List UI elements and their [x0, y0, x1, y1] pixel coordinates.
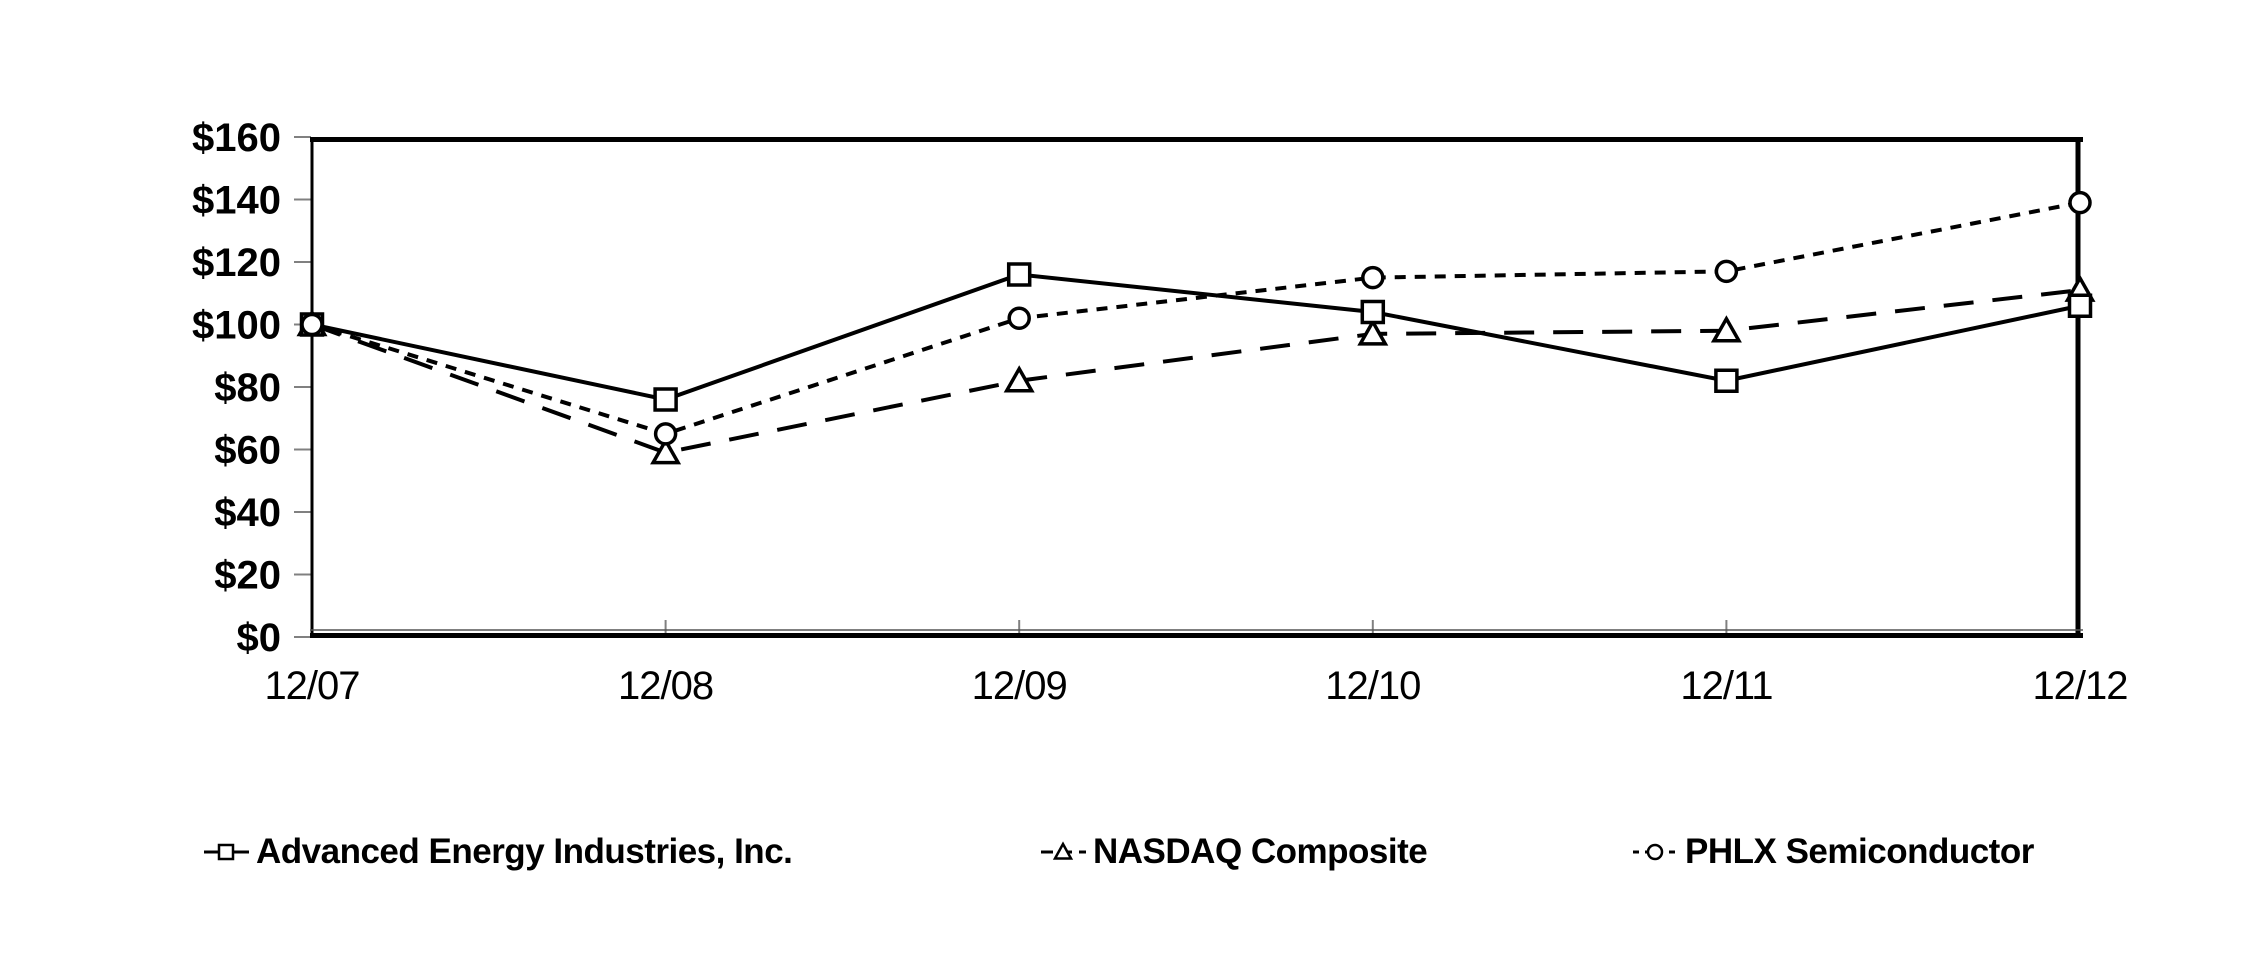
circle-marker-icon — [1361, 265, 1385, 290]
y-tick-label: $80 — [214, 366, 281, 410]
y-tick-label: $100 — [192, 304, 281, 348]
triangle-marker-icon — [1357, 318, 1389, 346]
x-tick-label: 12/07 — [264, 664, 359, 708]
triangle-marker-icon — [650, 437, 682, 465]
circle-marker-icon — [2068, 190, 2092, 215]
legend-item-phlx-semiconductor: PHLX Semiconductor — [1632, 832, 2034, 872]
legend-label: PHLX Semiconductor — [1685, 832, 2034, 871]
square-solid-line-marker-icon — [204, 843, 249, 861]
x-tick-label: 12/09 — [972, 664, 1067, 708]
legend-item-nasdaq-composite: NASDAQ Composite — [1040, 832, 1428, 872]
x-tick-label: 12/10 — [1325, 664, 1420, 708]
x-tick-label: 12/08 — [618, 664, 713, 708]
legend-label: NASDAQ Composite — [1093, 832, 1428, 871]
triangle-marker-icon — [1710, 315, 1742, 343]
triangle-dashed-line-marker-icon — [1041, 841, 1086, 860]
x-tick-label: 12/11 — [1680, 664, 1772, 708]
circle-marker-icon — [653, 422, 678, 446]
square-marker-icon — [1360, 299, 1386, 325]
square-marker-icon — [2067, 293, 2093, 318]
y-tick-label: $120 — [192, 241, 281, 285]
y-tick-label: $140 — [192, 179, 281, 223]
square-marker-icon — [1006, 262, 1032, 287]
circle-marker-icon — [300, 312, 324, 337]
legend-label: Advanced Energy Industries, Inc. — [256, 832, 793, 871]
circle-marker-icon — [1007, 306, 1031, 330]
series-line-square — [311, 272, 2081, 402]
y-tick-label: $60 — [214, 429, 281, 473]
triangle-marker-icon — [1003, 365, 1035, 393]
circle-dotted-line-marker-icon — [1633, 843, 1678, 861]
y-tick-label: $0 — [237, 616, 282, 660]
circle-marker-icon — [1714, 259, 1739, 284]
square-marker-icon — [653, 387, 678, 412]
legend-item-advanced-energy: Advanced Energy Industries, Inc. — [203, 832, 793, 872]
series-line-circle — [311, 200, 2081, 436]
y-tick-label: $20 — [214, 554, 281, 598]
plot-area: $0 $20 $40 $60 $80 $100 $120 $140 $160 12/07 12/08… — [192, 116, 2129, 708]
y-tick-label: $160 — [192, 116, 281, 160]
series-line-triangle — [311, 288, 2081, 455]
x-tick-label: 12/12 — [2032, 664, 2127, 708]
square-marker-icon — [1714, 368, 1739, 393]
y-tick-label: $40 — [214, 491, 281, 535]
